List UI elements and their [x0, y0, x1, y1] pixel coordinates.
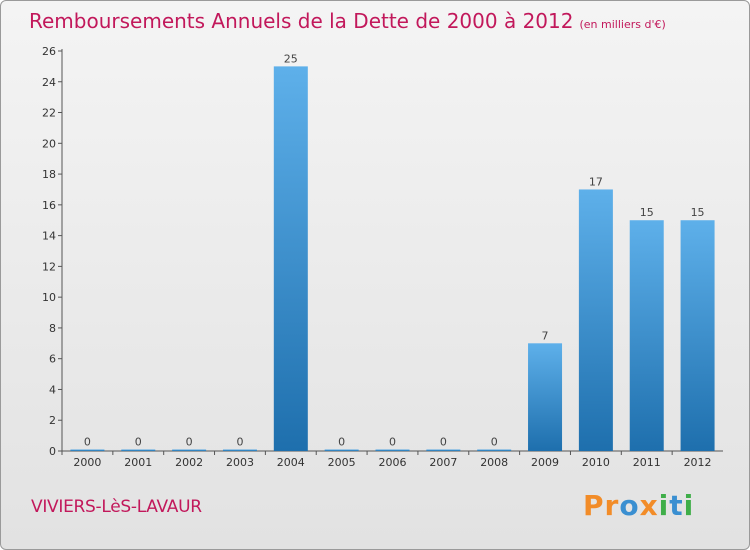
logo-letter: i	[683, 489, 695, 522]
bar	[324, 449, 359, 451]
bar	[680, 220, 715, 451]
data-label: 15	[640, 206, 654, 219]
data-labels: 0 0 0 0 25 0 0 0 0 7 17 15 15	[84, 52, 705, 448]
data-label: 0	[440, 436, 447, 449]
x-tick-label: 2009	[531, 456, 559, 469]
data-label: 0	[389, 436, 396, 449]
bar	[528, 343, 563, 451]
y-tick-label: 4	[49, 383, 56, 396]
commune-name: VIVIERS-LèS-LAVAUR	[31, 497, 202, 517]
y-tick-label: 20	[42, 137, 56, 150]
logo-letter: t	[669, 489, 684, 522]
x-tick-label: 2011	[633, 456, 661, 469]
x-tick-label: 2004	[277, 456, 305, 469]
data-label: 0	[84, 436, 91, 449]
bar	[629, 220, 664, 451]
x-tick-label: 2010	[582, 456, 610, 469]
bar	[222, 449, 257, 451]
data-label: 0	[186, 436, 193, 449]
y-tick-label: 0	[49, 445, 56, 458]
x-tick-label: 2003	[226, 456, 254, 469]
chart-title-text: Remboursements Annuels de la Dette de 20…	[29, 9, 574, 33]
bars	[70, 66, 715, 451]
x-tick-label: 2012	[684, 456, 712, 469]
y-tick-label: 16	[42, 199, 56, 212]
y-tick-label: 10	[42, 291, 56, 304]
y-tick-label: 14	[42, 230, 56, 243]
chart-title-unit: (en milliers d'€)	[579, 18, 666, 31]
data-label: 0	[236, 436, 243, 449]
x-axis: 2000 2001 2002 2003 2004 2005 2006 2007 2008 2009…	[61, 450, 723, 469]
y-tick-label: 24	[42, 76, 56, 89]
bar	[578, 189, 613, 451]
logo-letter: o	[619, 489, 640, 522]
bar	[273, 66, 308, 451]
x-tick-label: 2006	[379, 456, 407, 469]
data-label: 15	[691, 206, 705, 219]
data-label: 17	[589, 175, 603, 188]
logo-letter: x	[639, 489, 659, 522]
data-label: 0	[135, 436, 142, 449]
logo-letter: i	[658, 489, 670, 522]
x-tick-label: 2000	[73, 456, 101, 469]
x-tick-label: 2008	[480, 456, 508, 469]
logo-letter: P	[583, 489, 605, 522]
bar	[172, 449, 207, 451]
data-label: 25	[284, 52, 298, 65]
y-tick-label: 18	[42, 168, 56, 181]
y-tick-label: 2	[49, 414, 56, 427]
data-label: 7	[542, 329, 549, 342]
y-tick-label: 6	[49, 353, 56, 366]
chart-title: Remboursements Annuels de la Dette de 20…	[29, 9, 666, 33]
proxiti-logo: Proxiti	[583, 489, 694, 522]
x-tick-label: 2001	[124, 456, 152, 469]
x-tick-label: 2007	[429, 456, 457, 469]
bar	[426, 449, 461, 451]
x-tick-label: 2005	[328, 456, 356, 469]
bar	[477, 449, 512, 451]
y-tick-label: 22	[42, 107, 56, 120]
data-label: 0	[491, 436, 498, 449]
bar	[375, 449, 410, 451]
data-label: 0	[338, 436, 345, 449]
x-tick-label: 2002	[175, 456, 203, 469]
bar	[121, 449, 156, 451]
logo-letter: r	[604, 489, 620, 522]
y-tick-label: 12	[42, 260, 56, 273]
y-tick-label: 26	[42, 45, 56, 58]
y-tick-label: 8	[49, 322, 56, 335]
bar	[70, 449, 105, 451]
